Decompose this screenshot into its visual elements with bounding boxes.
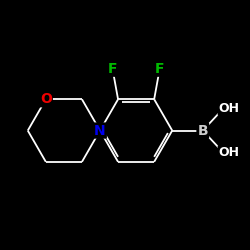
Text: N: N [94,124,106,138]
Text: OH: OH [219,146,240,159]
Text: O: O [40,92,52,106]
Text: B: B [198,124,208,138]
Text: F: F [155,62,164,76]
Text: OH: OH [219,102,240,115]
Text: F: F [108,62,117,76]
